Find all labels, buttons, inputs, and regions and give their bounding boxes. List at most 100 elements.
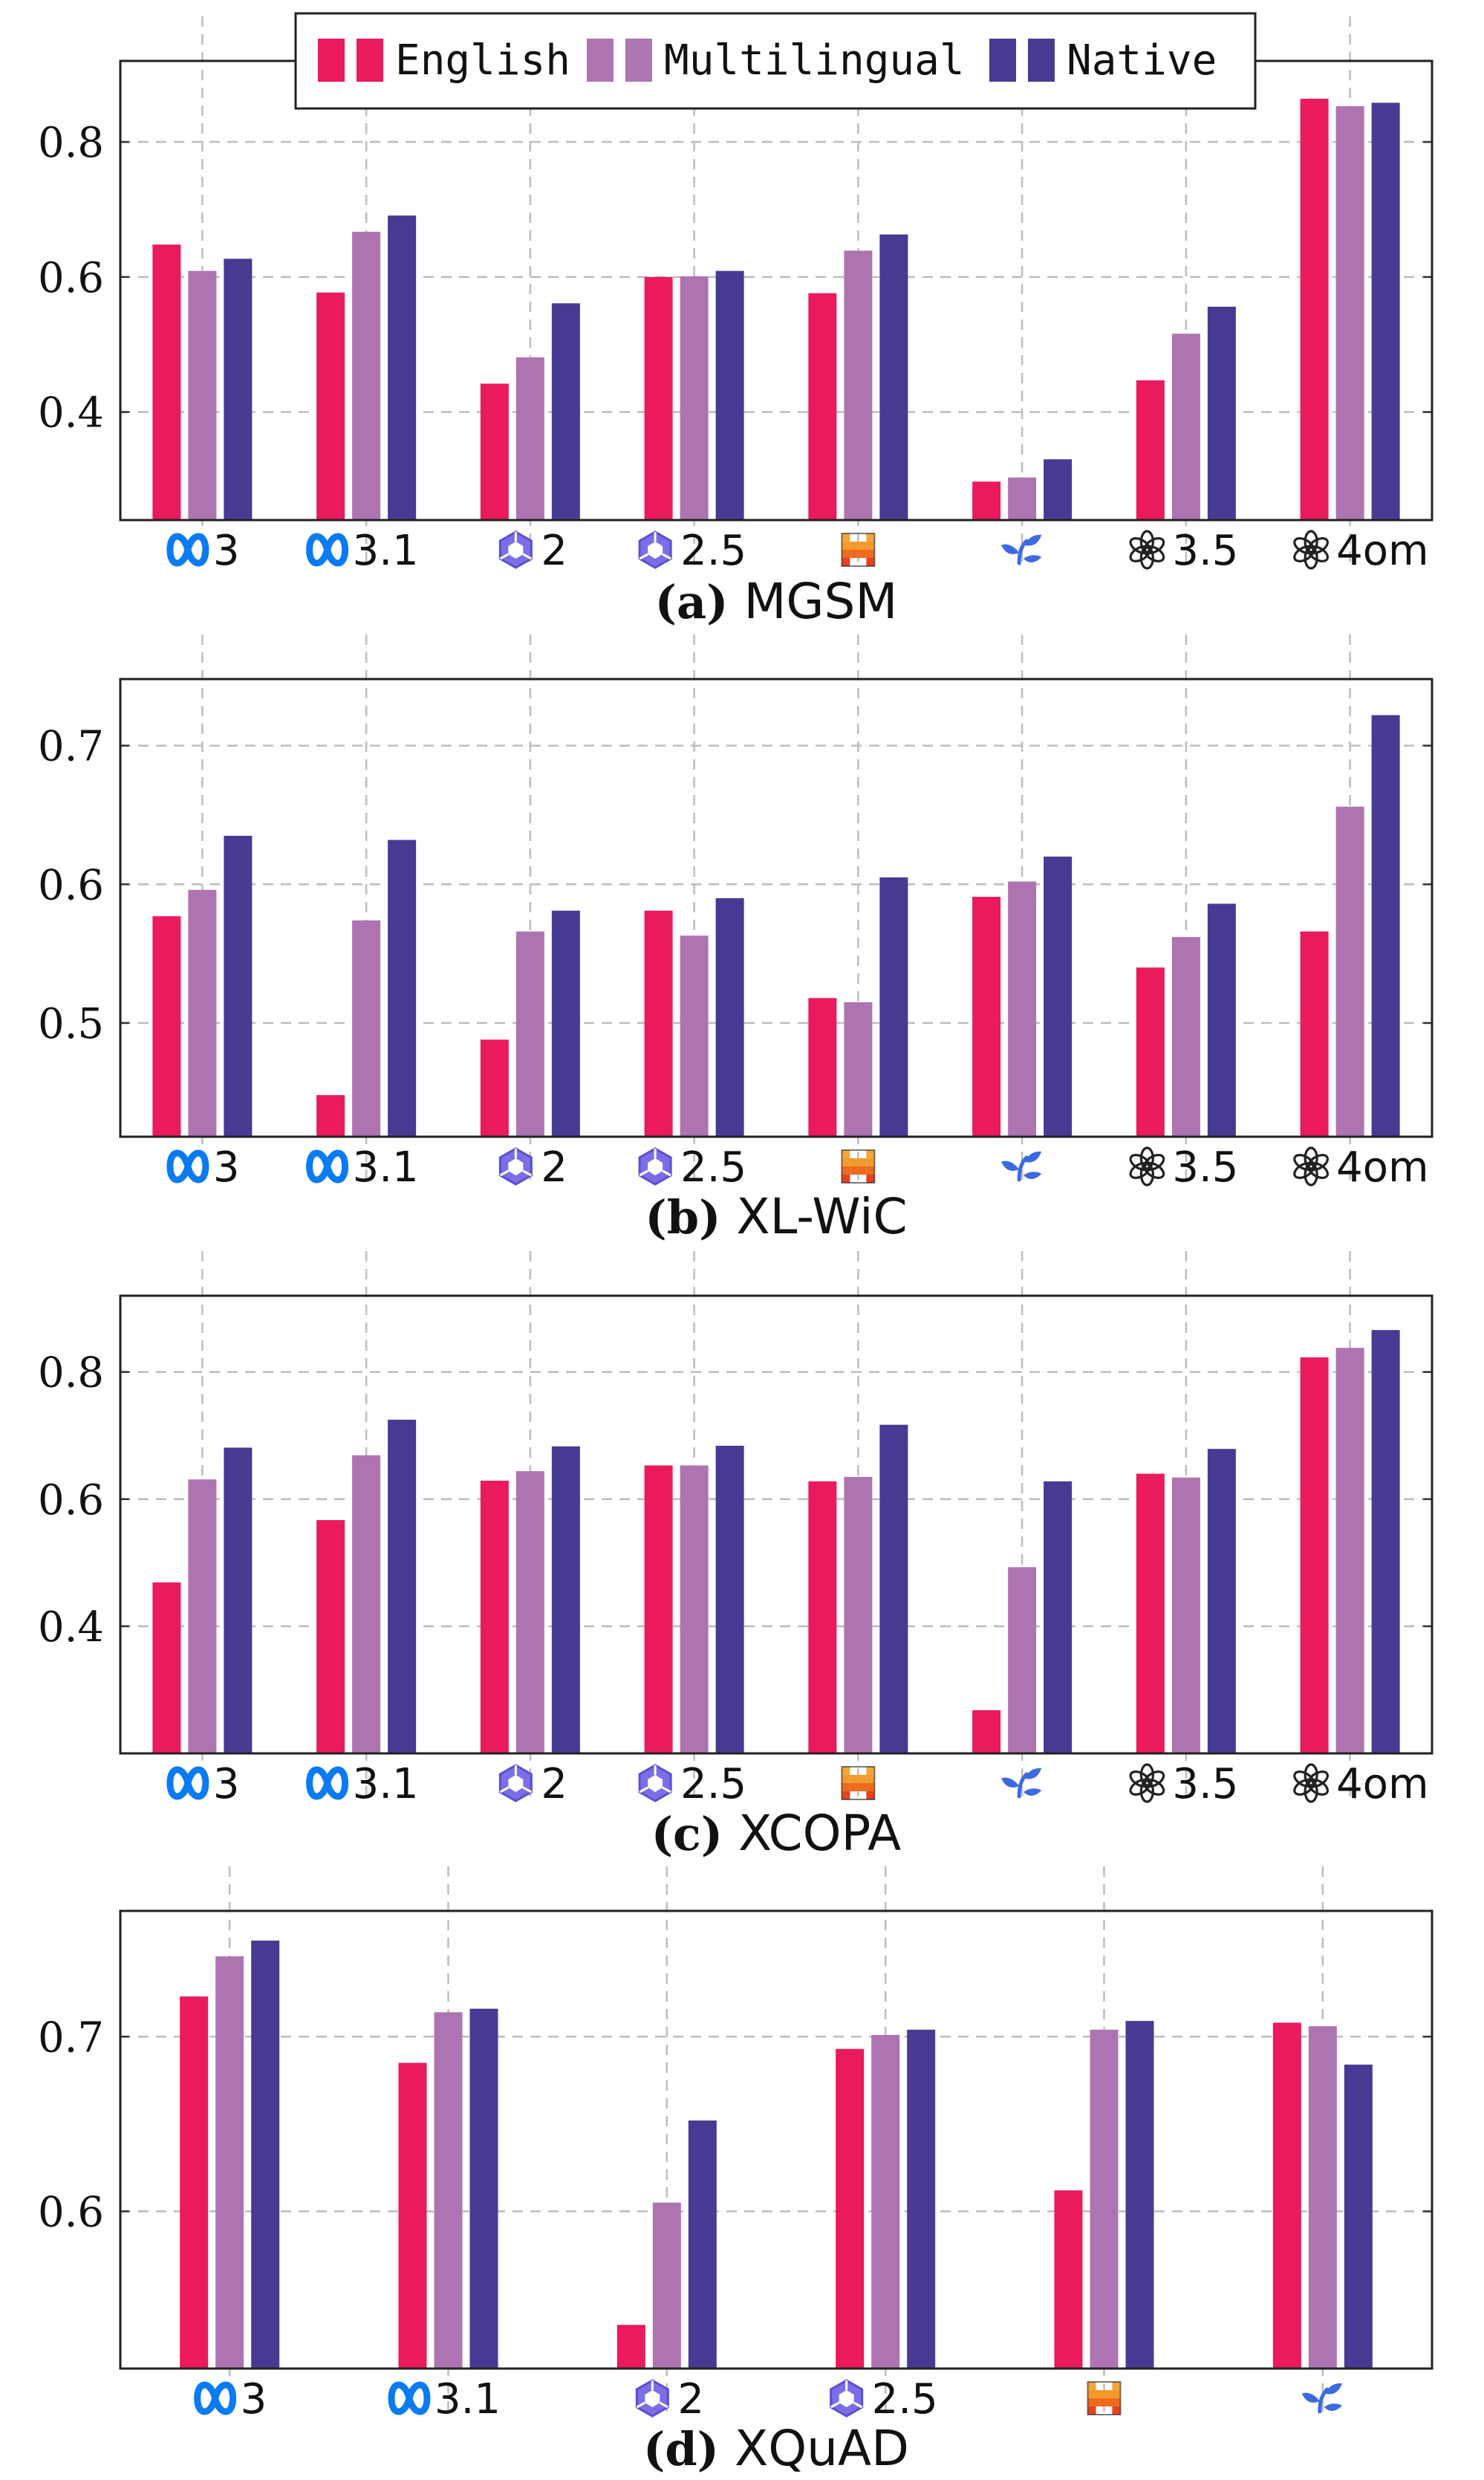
bar-multilingual: [215, 1956, 244, 2369]
y-tick-label: 0.8: [38, 119, 104, 167]
bar-english: [1272, 2022, 1301, 2369]
x-category-label: [1001, 534, 1042, 565]
y-tick-label: 0.6: [38, 2188, 104, 2236]
bar-multilingual: [515, 357, 544, 520]
x-tick-label: 2.5: [872, 2375, 938, 2424]
x-category-label: [841, 1766, 876, 1800]
meta-logo-icon: [166, 533, 209, 567]
panel-3: 0.4 0.6 0.8 3 3.1 2 2.5 3.5 4om (c) XCOPA: [38, 1251, 1433, 1862]
legend-label: English: [395, 36, 570, 85]
x-category-label: 4om: [1293, 527, 1429, 575]
bar-english: [480, 383, 509, 520]
bar-multilingual: [188, 270, 217, 520]
bar-native: [1371, 715, 1400, 1137]
x-category-label: 3.1: [306, 527, 419, 575]
x-tick-label: 2: [541, 1143, 567, 1192]
sprout-logo-icon: [1001, 1151, 1042, 1182]
bar-english: [152, 1582, 181, 1753]
x-category-label: [841, 533, 876, 567]
bar-english: [1136, 967, 1165, 1137]
panel-title: XCOPA: [738, 1805, 901, 1862]
sprout-logo-icon: [1001, 534, 1042, 565]
x-tick-label: 2: [677, 2375, 704, 2424]
legend-swatch: [357, 39, 383, 82]
x-category-label: 3.1: [306, 1143, 419, 1192]
x-tick-label: 4om: [1336, 527, 1428, 575]
bar-english: [808, 1481, 837, 1753]
openai-logo-icon: [1129, 530, 1165, 570]
y-tick-label: 0.4: [38, 389, 104, 438]
openai-logo-icon: [1129, 1763, 1165, 1803]
y-tick-label: 0.7: [38, 2013, 104, 2062]
legend-entry-native: Native: [989, 36, 1217, 85]
bar-native: [388, 1419, 417, 1753]
bar-english: [1300, 98, 1329, 521]
x-tick-label: 3.5: [1172, 1143, 1238, 1192]
bar-multilingual: [652, 2202, 681, 2369]
bar-native: [715, 897, 744, 1137]
bar-multilingual: [680, 1465, 709, 1753]
y-tick-label: 0.6: [38, 1476, 104, 1525]
bar-native: [224, 835, 253, 1137]
bar-multilingual: [1090, 2029, 1119, 2369]
x-tick-label: 2.5: [680, 1760, 746, 1808]
bar-multilingual: [188, 889, 217, 1137]
bar-multilingual: [680, 935, 709, 1137]
y-tick-label: 0.6: [38, 861, 104, 909]
bar-english: [808, 293, 837, 520]
bar-multilingual: [188, 1479, 217, 1753]
panel-caption: (c) XCOPA: [651, 1805, 902, 1862]
x-category-label: 2: [498, 1143, 567, 1192]
bar-native: [551, 303, 580, 520]
sprout-logo-icon: [1301, 2383, 1342, 2414]
bar-multilingual: [352, 231, 381, 520]
x-category-label: 4om: [1293, 1143, 1429, 1192]
legend-label: Native: [1067, 36, 1217, 85]
bar-english: [644, 276, 673, 520]
bar-native: [879, 877, 908, 1137]
bar-multilingual: [1171, 334, 1200, 520]
panel-title: XQuAD: [735, 2420, 909, 2477]
bar-english: [316, 1520, 345, 1753]
bar-english: [398, 2062, 427, 2369]
bar-native: [688, 2120, 717, 2369]
bar-multilingual: [515, 1471, 544, 1753]
y-tick-label: 0.5: [38, 1000, 104, 1048]
x-tick-label: 2.5: [680, 1143, 746, 1192]
bar-english: [1136, 380, 1165, 520]
legend-swatch: [1028, 39, 1055, 82]
y-tick-label: 0.4: [38, 1603, 104, 1652]
qwen-logo-icon: [638, 1764, 672, 1802]
bar-english: [616, 2325, 645, 2369]
plot-area: [120, 1911, 1432, 2369]
panel-1: 0.4 0.6 0.8 3 3.1 2 2.5 3.5 4om (a) MGSM: [38, 16, 1433, 630]
qwen-logo-icon: [498, 530, 533, 569]
caption-prefix: (a): [655, 575, 729, 629]
x-category-label: [1301, 2383, 1342, 2414]
bar-multilingual: [844, 1476, 873, 1753]
caption-space: [720, 1188, 736, 1245]
bar-english: [972, 897, 1001, 1137]
y-tick-label: 0.6: [38, 254, 104, 302]
bar-native: [879, 1424, 908, 1753]
bar-native: [551, 910, 580, 1137]
bar-english: [1300, 931, 1329, 1137]
bar-native: [224, 259, 253, 520]
qwen-logo-icon: [635, 2379, 669, 2418]
panel-caption: (a) MGSM: [655, 573, 898, 630]
plot-frame: [119, 1909, 1433, 2370]
bar-english: [808, 998, 837, 1137]
x-tick-label: 3.1: [353, 527, 419, 575]
qwen-logo-icon: [830, 2379, 864, 2418]
x-category-label: 2.5: [638, 1143, 746, 1192]
bar-native: [1371, 103, 1400, 521]
x-category-label: [1001, 1151, 1042, 1182]
bar-native: [1207, 1449, 1236, 1753]
chart-panels: 0.4 0.6 0.8 3 3.1 2 2.5 3.5 4om (a) MGSM 0.5 0.6 0.7…: [38, 16, 1433, 2477]
bar-english: [1054, 2190, 1083, 2369]
bar-english: [972, 1710, 1001, 1753]
bar-multilingual: [1308, 2026, 1337, 2369]
x-tick-label: 2: [541, 527, 567, 575]
bar-english: [836, 2048, 865, 2369]
panel-title: XL-WiC: [736, 1188, 907, 1245]
